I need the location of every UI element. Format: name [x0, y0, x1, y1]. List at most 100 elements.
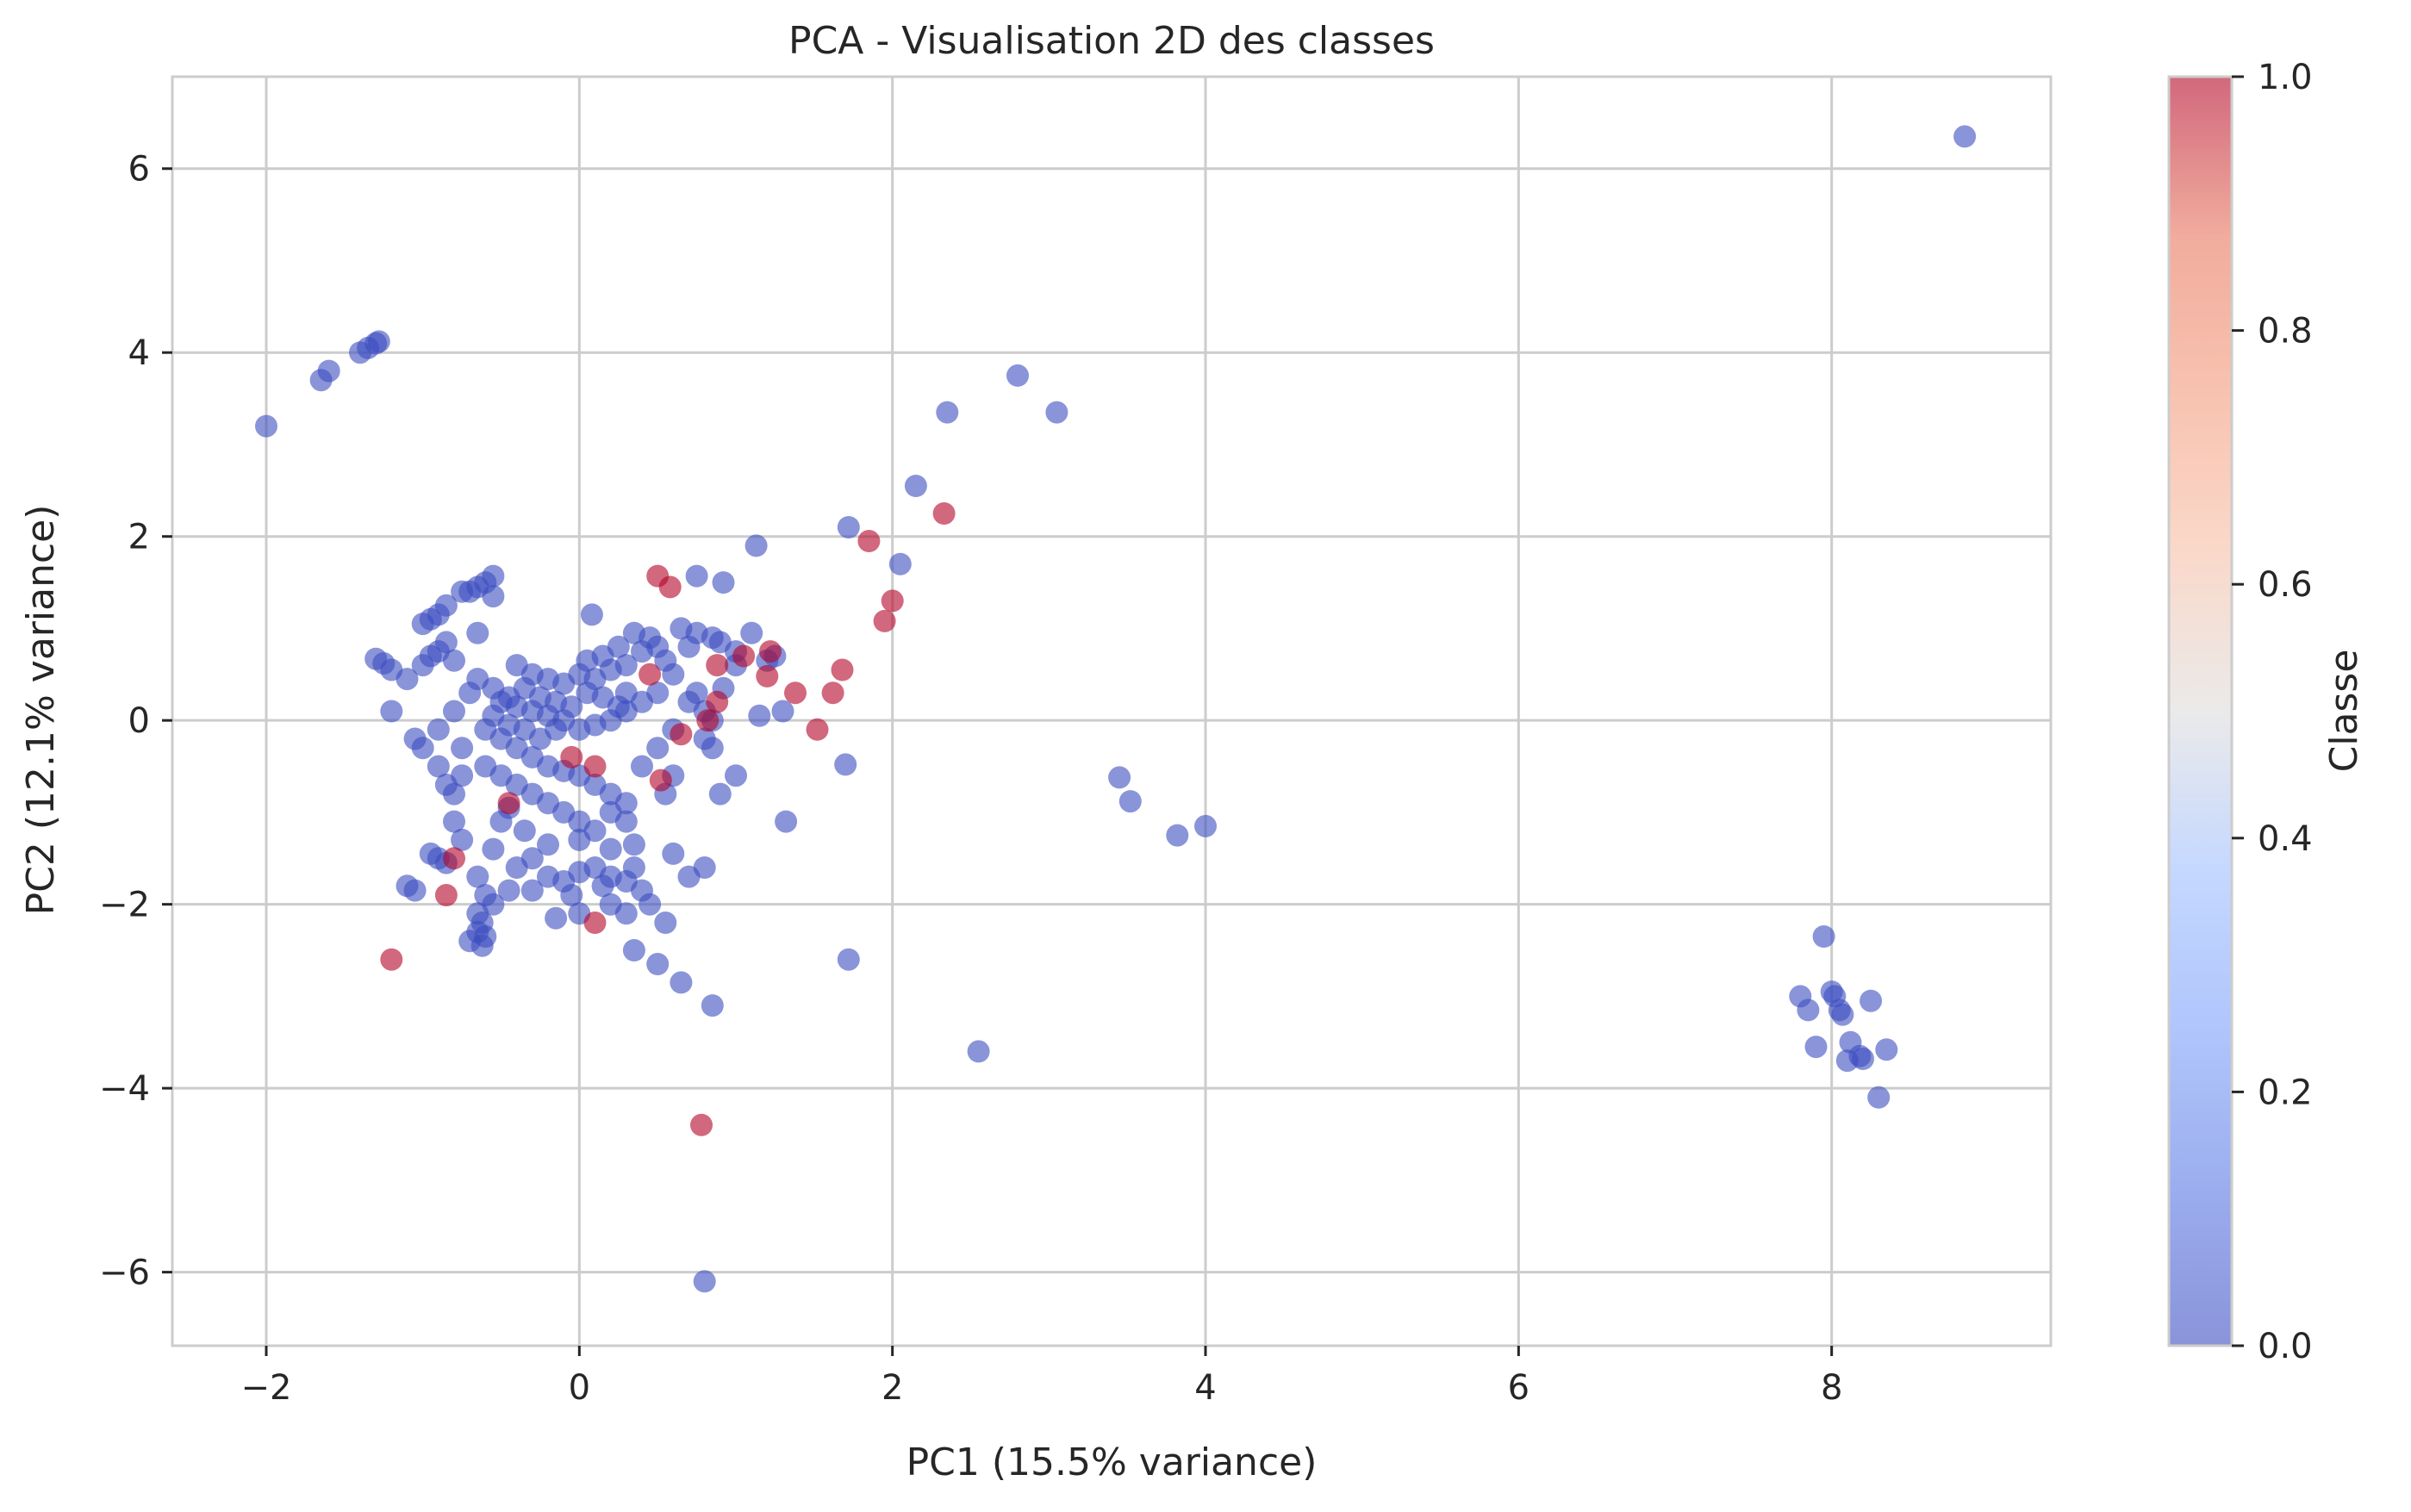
data-point-class-1	[873, 609, 896, 632]
grid-lines	[172, 77, 2051, 1346]
data-point-class-0	[576, 681, 599, 705]
data-point-class-0	[1194, 814, 1217, 837]
data-point-class-1	[932, 502, 956, 525]
data-point-class-1	[756, 664, 779, 688]
data-point-class-1	[706, 690, 729, 713]
data-point-class-0	[466, 865, 489, 888]
data-point-class-0	[614, 902, 638, 925]
data-point-class-0	[748, 704, 771, 727]
data-point-class-0	[701, 994, 724, 1017]
data-point-class-0	[646, 681, 670, 705]
data-point-class-1	[831, 658, 854, 681]
x-tick-label: 0	[569, 1368, 590, 1408]
data-point-class-1	[497, 792, 520, 815]
data-point-class-0	[411, 737, 434, 760]
y-tick-label: 0	[128, 701, 150, 741]
colorbar-tick-label: 0.6	[2258, 565, 2313, 605]
data-point-class-1	[639, 663, 662, 686]
y-tick-label: 6	[128, 150, 150, 190]
y-tick-label: −2	[99, 886, 150, 925]
data-point-class-0	[427, 603, 450, 626]
x-tick-label: −2	[241, 1368, 292, 1408]
data-point-class-0	[646, 737, 670, 760]
data-point-class-0	[1831, 1003, 1854, 1026]
colorbar-tick-label: 0.4	[2258, 819, 2313, 859]
data-point-class-0	[427, 755, 450, 778]
data-point-class-0	[1953, 125, 1977, 148]
data-point-class-0	[470, 934, 494, 957]
data-point-class-0	[451, 737, 474, 760]
data-point-class-0	[622, 856, 645, 879]
data-point-class-0	[497, 879, 520, 902]
x-tick-label: 2	[882, 1368, 903, 1408]
data-point-class-0	[591, 874, 614, 898]
data-point-class-1	[732, 644, 756, 668]
data-point-class-0	[654, 649, 677, 672]
data-point-class-0	[631, 755, 653, 778]
data-point-class-0	[482, 585, 505, 608]
colorbar-ticks: 0.0 0.2 0.4 0.6 0.8 1.0	[2232, 58, 2313, 1366]
data-point-class-1	[706, 654, 729, 677]
data-point-class-1	[670, 723, 693, 746]
data-point-class-0	[614, 810, 638, 833]
data-point-class-0	[1804, 1036, 1828, 1059]
data-point-class-0	[837, 948, 860, 971]
data-point-class-0	[1812, 925, 1835, 948]
data-point-class-0	[1867, 1086, 1891, 1109]
data-point-class-0	[520, 847, 544, 870]
data-point-class-1	[821, 681, 844, 705]
data-point-class-0	[427, 718, 450, 741]
data-point-class-0	[520, 879, 544, 902]
data-point-class-1	[696, 709, 720, 732]
data-point-class-0	[622, 833, 645, 856]
data-point-class-0	[451, 580, 474, 603]
data-point-class-0	[662, 842, 685, 865]
data-point-class-0	[317, 359, 340, 383]
data-point-class-0	[967, 1040, 990, 1063]
data-point-class-0	[580, 603, 603, 626]
data-point-class-1	[380, 948, 403, 971]
data-point-class-0	[403, 879, 427, 902]
data-point-class-0	[1875, 1038, 1898, 1061]
data-point-class-0	[513, 819, 536, 843]
data-point-class-0	[775, 810, 798, 833]
data-point-class-0	[744, 534, 768, 557]
x-tick-label: 4	[1194, 1368, 1216, 1408]
data-point-class-1	[806, 718, 829, 741]
data-point-class-0	[712, 571, 735, 594]
data-point-class-0	[443, 782, 465, 806]
data-point-class-0	[1045, 401, 1068, 424]
data-point-class-0	[1166, 824, 1189, 847]
data-point-class-1	[690, 1113, 713, 1136]
data-point-class-0	[576, 649, 599, 672]
data-point-class-1	[434, 884, 458, 906]
data-point-class-0	[560, 695, 583, 719]
data-point-class-1	[881, 589, 904, 613]
x-axis-label: PC1 (15.5% variance)	[906, 1440, 1318, 1484]
colorbar-label: Classe	[2322, 650, 2366, 773]
data-point-class-0	[701, 737, 724, 760]
colorbar-tick-label: 0.0	[2258, 1327, 2313, 1366]
data-point-class-0	[396, 668, 419, 691]
y-tick-label: 4	[128, 333, 150, 373]
colorbar-gradient	[2167, 75, 2233, 1347]
data-point-class-1	[583, 755, 607, 778]
y-tick-label: −4	[99, 1069, 150, 1109]
y-tick-label: −6	[99, 1254, 150, 1293]
plot-area: −2 0 2 4 6 8 −6 −4 −2 0 2 4 6	[99, 75, 2053, 1408]
data-point-class-0	[834, 753, 857, 776]
data-point-class-1	[658, 576, 682, 599]
data-point-class-0	[622, 621, 645, 644]
colorbar: 0.0 0.2 0.4 0.6 0.8 1.0 Classe	[2167, 58, 2366, 1366]
plot-frame	[171, 75, 2053, 1347]
data-point-class-0	[545, 906, 568, 930]
data-point-class-0	[255, 414, 277, 438]
data-point-class-1	[560, 745, 583, 768]
data-point-class-0	[1118, 790, 1142, 813]
data-point-class-0	[451, 828, 474, 851]
data-point-class-0	[740, 621, 763, 644]
data-point-class-0	[482, 704, 505, 727]
y-axis-ticks: −6 −4 −2 0 2 4 6	[99, 150, 172, 1293]
data-point-class-0	[1852, 1048, 1874, 1070]
